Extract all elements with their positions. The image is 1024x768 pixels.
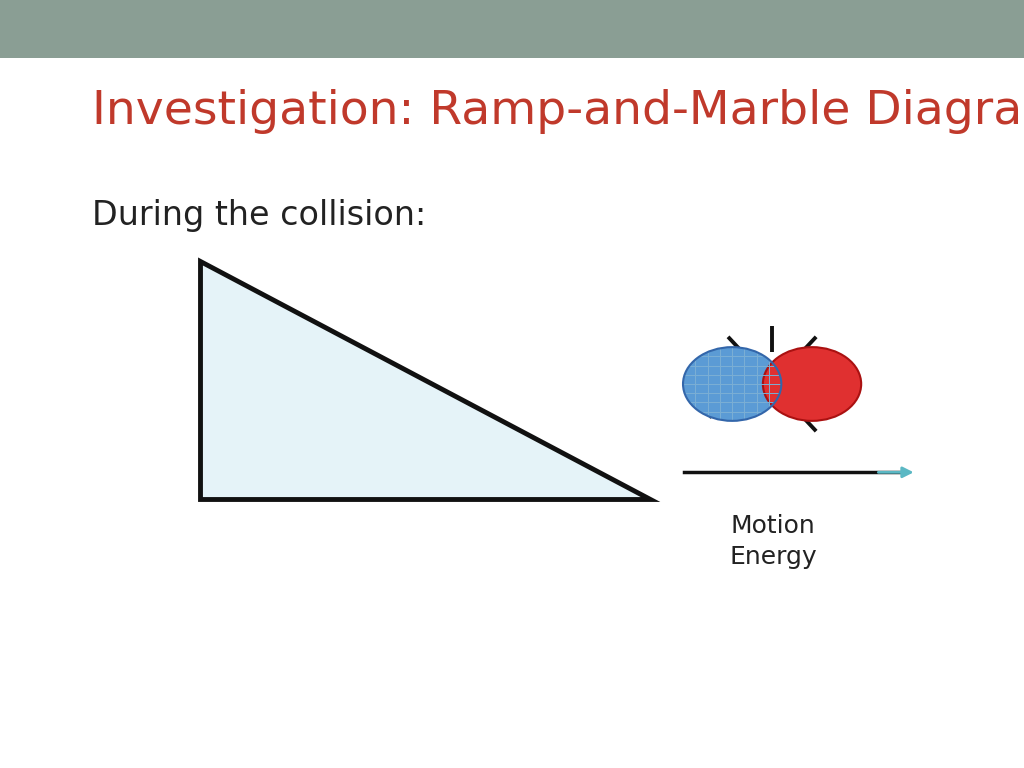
- Text: Energy: Energy: [729, 545, 817, 569]
- Circle shape: [763, 347, 861, 421]
- Text: Investigation: Ramp-and-Marble Diagrams: Investigation: Ramp-and-Marble Diagrams: [92, 89, 1024, 134]
- Text: Motion: Motion: [731, 514, 815, 538]
- Circle shape: [683, 347, 781, 421]
- Text: During the collision:: During the collision:: [92, 199, 426, 231]
- Polygon shape: [200, 261, 650, 499]
- Bar: [0, 0, 1024, 58]
